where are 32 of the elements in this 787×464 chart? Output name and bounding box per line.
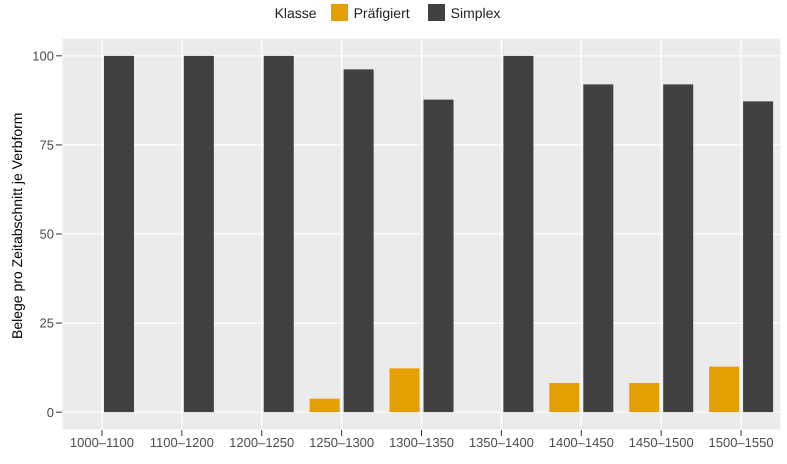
y-axis-title: Belege pro Zeitabschnitt je Verbform xyxy=(8,112,25,339)
bar xyxy=(503,56,534,412)
bar xyxy=(549,382,580,412)
bar xyxy=(629,382,660,412)
bar xyxy=(184,56,214,412)
bar xyxy=(390,368,420,412)
legend-title: Klasse xyxy=(274,4,317,20)
y-tick-label: 50 xyxy=(40,226,54,242)
legend-label: Simplex xyxy=(450,4,500,20)
x-tick-label: 1400–1450 xyxy=(548,435,614,450)
x-tick-label: 1250–1300 xyxy=(309,435,374,450)
bar xyxy=(424,100,454,412)
x-tick-label: 1300–1350 xyxy=(388,435,454,450)
bar xyxy=(709,366,740,412)
x-tick-label: 1500–1550 xyxy=(708,435,774,450)
bar xyxy=(104,56,134,412)
y-tick-label: 0 xyxy=(46,404,54,420)
x-tick-label: 1350–1400 xyxy=(468,435,534,450)
x-tick-label: 1200–1250 xyxy=(229,435,294,450)
y-tick-label: 75 xyxy=(40,138,54,153)
bar xyxy=(743,101,774,412)
legend-label: Präfigiert xyxy=(354,4,410,20)
y-tick-label: 25 xyxy=(40,316,54,331)
y-tick-label: 100 xyxy=(32,48,54,64)
x-tick-label: 1450–1500 xyxy=(628,435,694,450)
bar xyxy=(310,398,340,412)
x-tick-label: 1000–1100 xyxy=(70,435,134,450)
bar xyxy=(344,69,374,412)
bar xyxy=(663,84,694,412)
bar xyxy=(264,56,294,412)
x-tick-label: 1100–1200 xyxy=(150,435,214,450)
bar xyxy=(583,84,614,412)
